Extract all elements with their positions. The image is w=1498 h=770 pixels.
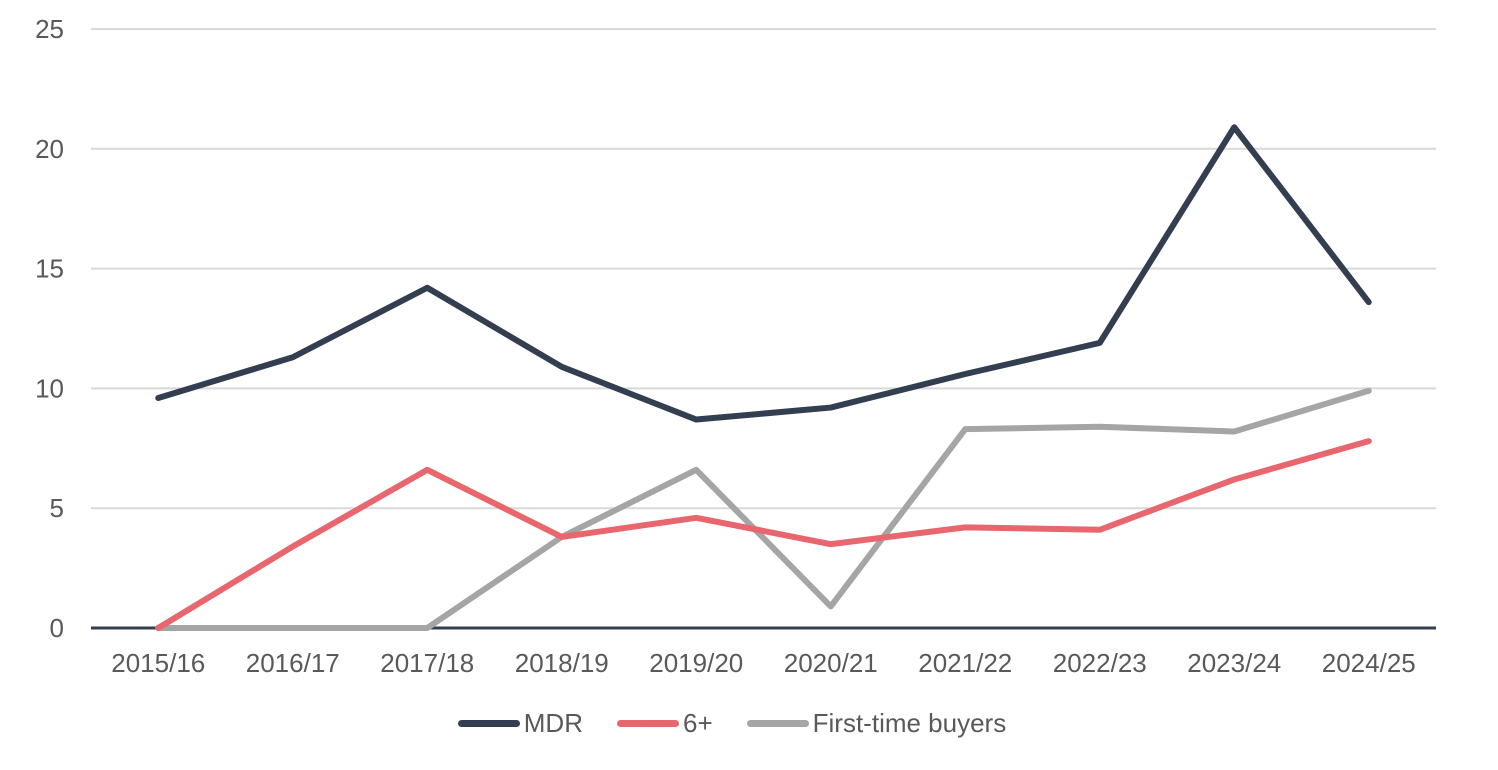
x-tick-label: 2020/21 bbox=[784, 648, 878, 678]
series-line bbox=[155, 438, 1372, 631]
x-tick-label: 2015/16 bbox=[111, 648, 205, 678]
x-tick-label: 2019/20 bbox=[649, 648, 743, 678]
y-tick-label: 0 bbox=[50, 613, 64, 643]
legend-label-mdr: MDR bbox=[523, 708, 583, 738]
data-series bbox=[91, 124, 1436, 631]
legend-label-6plus: 6+ bbox=[682, 708, 713, 738]
legend-item-mdr: MDR bbox=[457, 708, 583, 739]
x-tick-label: 2022/23 bbox=[1053, 648, 1147, 678]
legend-swatch-mdr bbox=[457, 720, 520, 727]
series-line bbox=[155, 124, 1372, 423]
legend: MDR 6+ First-time buyers bbox=[0, 708, 1498, 739]
gridlines bbox=[91, 28, 1436, 510]
y-tick-label: 15 bbox=[35, 254, 64, 284]
y-tick-label: 10 bbox=[35, 373, 64, 403]
x-axis: 2015/16 2016/17 2017/18 2018/19 2019/20 2020/… bbox=[111, 648, 1415, 678]
x-tick-label: 2017/18 bbox=[380, 648, 474, 678]
legend-item-6plus: 6+ bbox=[616, 708, 713, 739]
legend-swatch-6plus bbox=[616, 720, 679, 727]
y-axis-ticks: 0 5 10 15 20 25 bbox=[35, 14, 64, 643]
x-tick-label: 2016/17 bbox=[246, 648, 340, 678]
x-tick-label: 2021/22 bbox=[918, 648, 1012, 678]
legend-label-first-time-buyers: First-time buyers bbox=[812, 708, 1007, 738]
legend-item-first-time-buyers: First-time buyers bbox=[746, 708, 1007, 739]
series-line bbox=[155, 387, 1372, 631]
x-tick-label: 2023/24 bbox=[1187, 648, 1281, 678]
y-tick-label: 25 bbox=[35, 14, 64, 44]
y-tick-label: 20 bbox=[35, 134, 64, 164]
y-tick-label: 5 bbox=[50, 493, 64, 523]
legend-swatch-first-time-buyers bbox=[746, 720, 809, 727]
x-tick-label: 2018/19 bbox=[515, 648, 609, 678]
x-tick-label: 2024/25 bbox=[1322, 648, 1416, 678]
